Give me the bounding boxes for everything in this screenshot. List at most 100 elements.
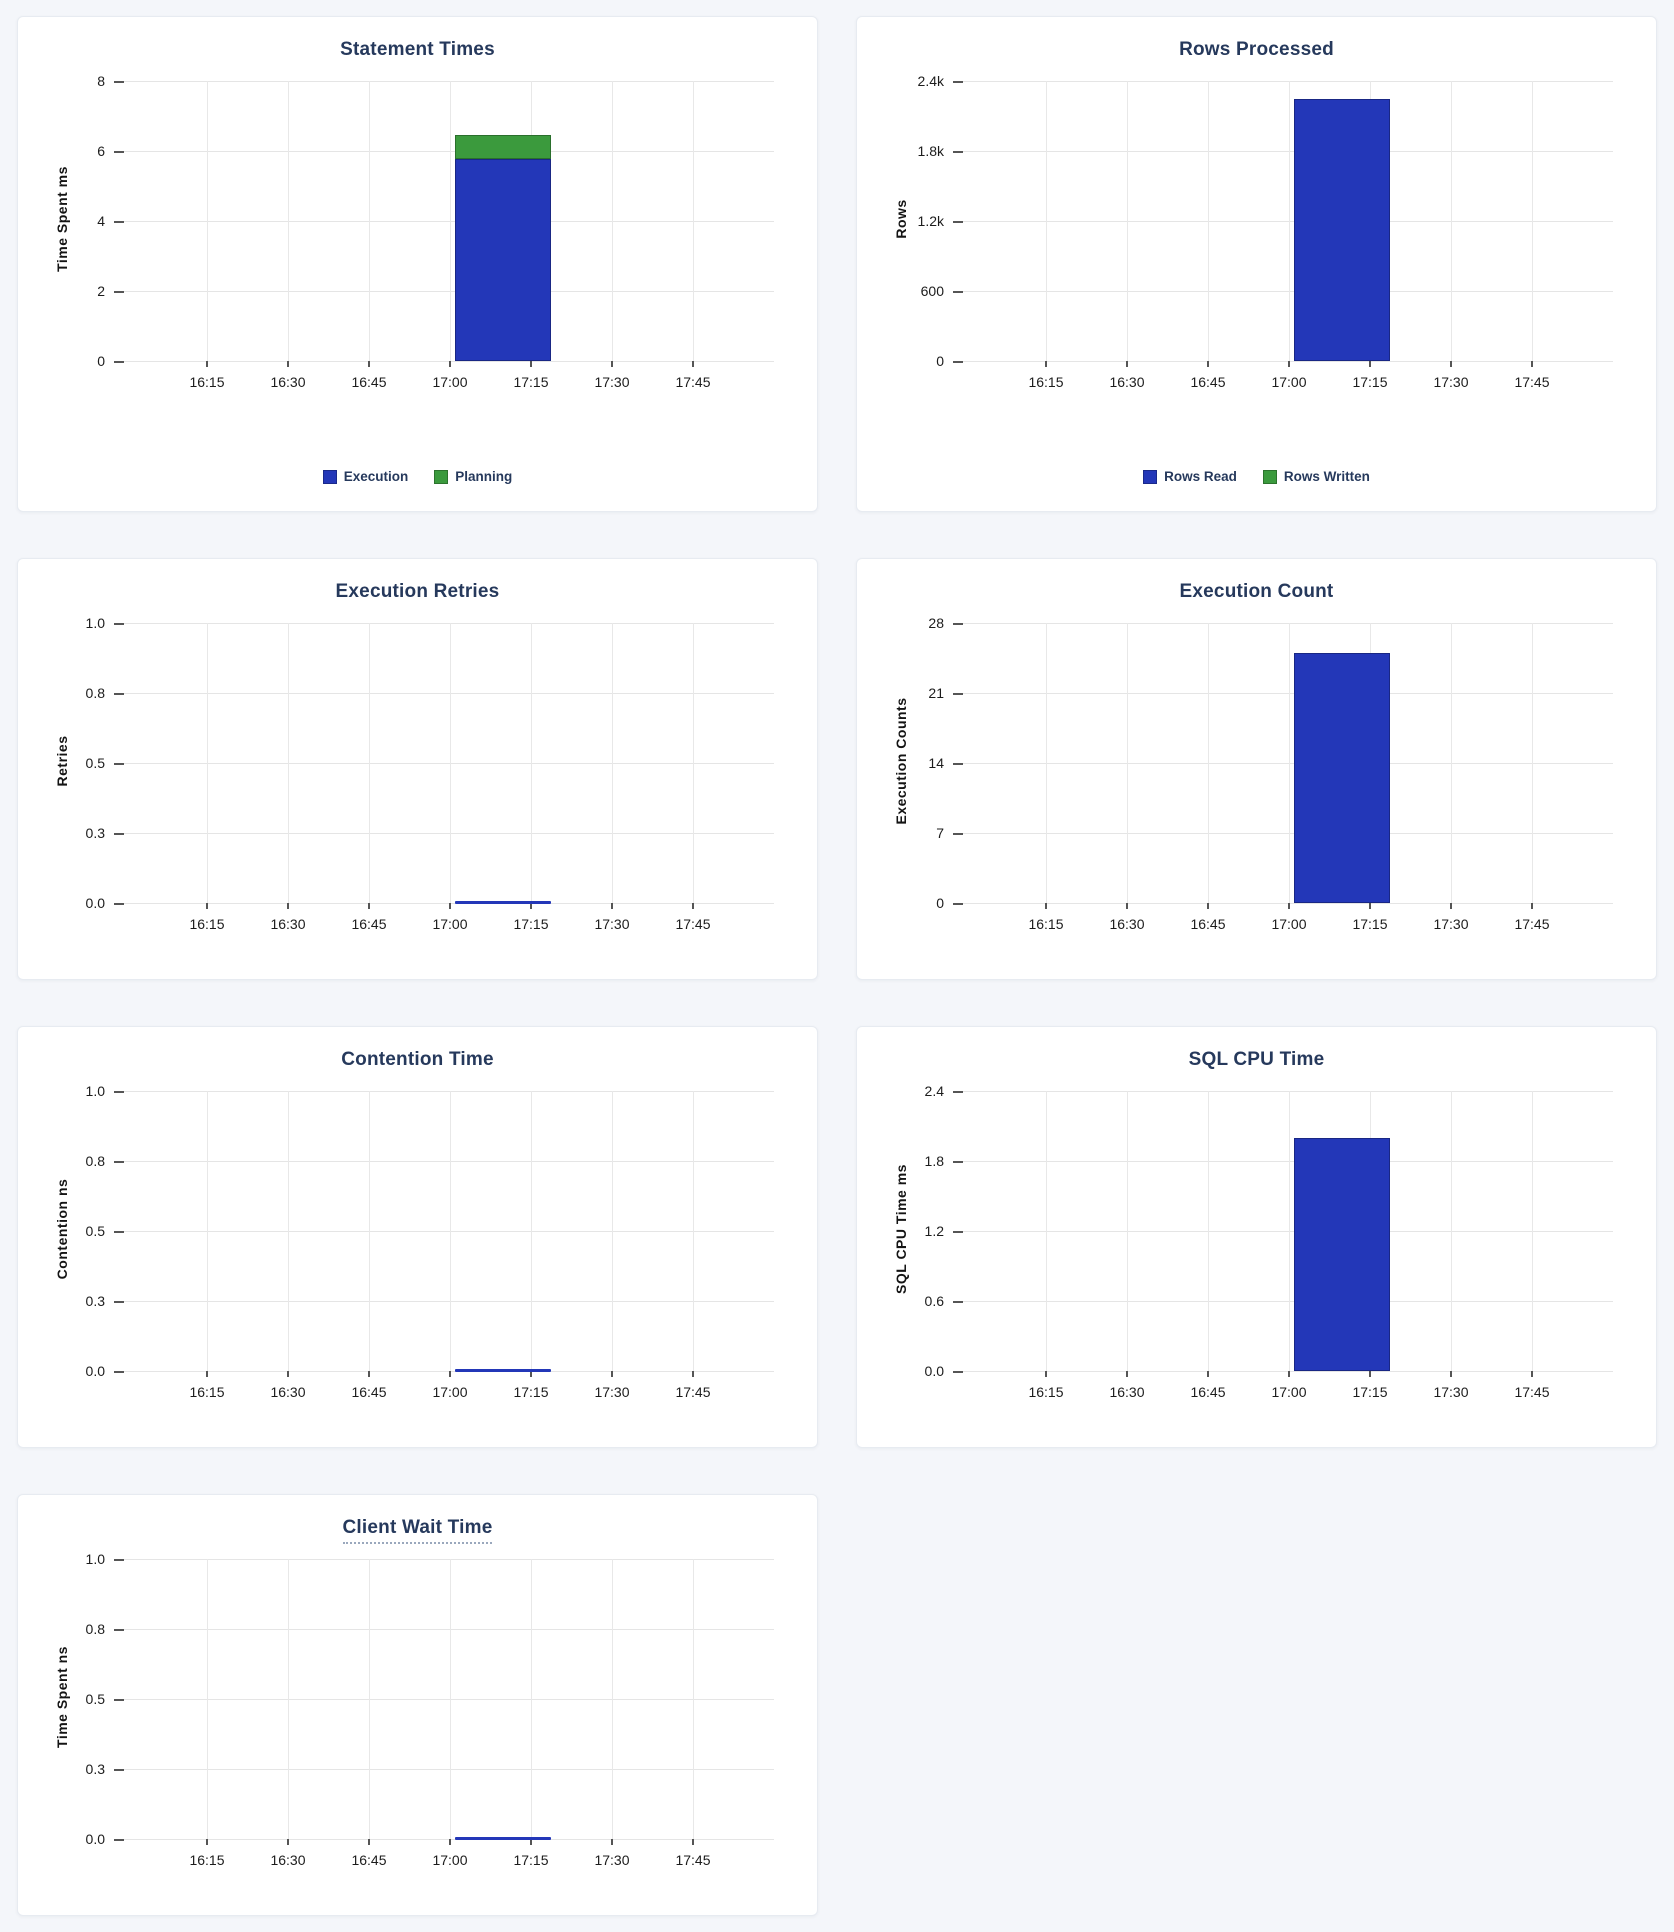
gridline-horizontal [953,361,1613,362]
gridline-horizontal [953,1091,1613,1092]
y-axis-tick [114,1090,124,1093]
x-tick-label: 17:30 [594,1384,630,1400]
x-axis-tick [1288,903,1290,909]
gridline-vertical [1046,623,1047,903]
y-tick-label: 0 [936,895,944,911]
y-tick-label: 7 [936,825,944,841]
y-axis-tick [114,1628,124,1631]
y-axis-tick [114,692,124,695]
legend-swatch [1143,469,1158,484]
x-tick-label: 17:15 [1352,916,1388,932]
y-axis-tick [953,902,963,905]
y-axis-tick [953,290,963,293]
y-axis-tick [114,80,124,83]
gridline-horizontal [114,1629,774,1630]
x-axis-tick [206,1839,208,1845]
gridline-vertical [612,81,613,361]
x-tick-label: 17:30 [1433,916,1469,932]
gridline-vertical [450,1091,451,1371]
gridline-vertical [1127,1091,1128,1371]
chart-title: Execution Retries [18,581,817,603]
x-axis-tick [1531,361,1533,367]
x-tick-label: 17:00 [432,1852,468,1868]
gridline-horizontal [114,1301,774,1302]
x-axis-tick [449,1839,451,1845]
x-axis-tick [287,361,289,367]
y-axis-tick [114,1300,124,1303]
x-tick-label: 17:00 [1271,916,1307,932]
chart-title-text: Contention Time [341,1049,494,1070]
x-tick-label: 17:15 [513,374,549,390]
chart-title: Client Wait Time [18,1517,817,1544]
y-tick-label: 1.2 [924,1223,944,1239]
gridline-vertical [207,623,208,903]
chart-card-statement-times: Statement Times Time Spent ms 8 6 4 2 0 16:15 1… [17,16,818,512]
x-tick-label: 17:00 [1271,1384,1307,1400]
y-tick-label: 0.0 [85,895,105,911]
legend-label: Rows Read [1164,469,1237,484]
y-axis-tick [114,1558,124,1561]
gridline-horizontal [953,291,1613,292]
legend-item-rows-read: Rows Read [1143,469,1237,484]
chart-card-execution-retries: Execution Retries Retries 1.0 0.8 0.5 0.3 0.0… [17,558,818,980]
x-tick-label: 17:45 [675,374,711,390]
gridline-horizontal [114,221,774,222]
bar-segment-execution-count [1294,653,1390,903]
x-tick-label: 17:30 [1433,1384,1469,1400]
x-axis-tick [1126,1371,1128,1377]
x-tick-label: 17:30 [594,374,630,390]
x-tick-label: 17:45 [675,916,711,932]
gridline-horizontal [953,763,1613,764]
y-axis-tick [114,150,124,153]
gridline-vertical [288,81,289,361]
gridline-horizontal [114,151,774,152]
y-axis-tick [953,1370,963,1373]
y-axis-tick [114,360,124,363]
x-axis-tick [1531,903,1533,909]
zero-value-line [455,901,551,904]
y-axis-tick [953,1300,963,1303]
gridline-vertical [450,1559,451,1839]
chart-legend: Execution Planning [18,469,817,484]
x-axis-tick [1450,1371,1452,1377]
gridline-horizontal [953,1161,1613,1162]
x-tick-label: 17:45 [675,1384,711,1400]
x-tick-label: 16:15 [189,916,225,932]
gridline-horizontal [114,1559,774,1560]
x-tick-label: 17:30 [594,916,630,932]
legend-label: Rows Written [1283,469,1370,484]
x-axis-tick [368,1839,370,1845]
y-tick-label: 21 [928,685,944,701]
x-tick-label: 16:45 [1190,1384,1226,1400]
y-tick-label: 2 [97,283,105,299]
x-tick-label: 16:15 [189,374,225,390]
y-axis-tick [114,1230,124,1233]
gridline-vertical [693,1091,694,1371]
gridline-vertical [1532,1091,1533,1371]
y-tick-label: 1.0 [85,1551,105,1567]
x-tick-label: 16:30 [1109,1384,1145,1400]
chart-canvas: Execution Counts 28 21 14 7 0 16:15 16:30 16:45 1… [857,559,1656,979]
y-axis-tick [953,1090,963,1093]
chart-canvas: Time Spent ns 1.0 0.8 0.5 0.3 0.0 16:15 16:30 16… [18,1495,817,1915]
x-tick-label: 17:15 [1352,374,1388,390]
gridline-vertical [1127,623,1128,903]
chart-legend: Rows Read Rows Written [857,469,1656,484]
gridline-horizontal [114,1231,774,1232]
gridline-horizontal [114,361,774,362]
gridline-horizontal [953,1231,1613,1232]
gridline-vertical [1208,81,1209,361]
x-axis-tick [530,1371,532,1377]
x-axis-tick [287,1371,289,1377]
x-axis-tick [1369,361,1371,367]
y-tick-label: 14 [928,755,944,771]
chart-title-text[interactable]: Client Wait Time [342,1517,493,1544]
gridline-vertical [1208,623,1209,903]
gridline-horizontal [953,151,1613,152]
x-tick-label: 17:00 [432,916,468,932]
x-axis-tick [1369,903,1371,909]
chart-card-execution-count: Execution Count Execution Counts 28 21 14 7 0… [856,558,1657,980]
gridline-horizontal [953,1371,1613,1372]
gridline-vertical [288,1559,289,1839]
y-axis-tick [953,1160,963,1163]
